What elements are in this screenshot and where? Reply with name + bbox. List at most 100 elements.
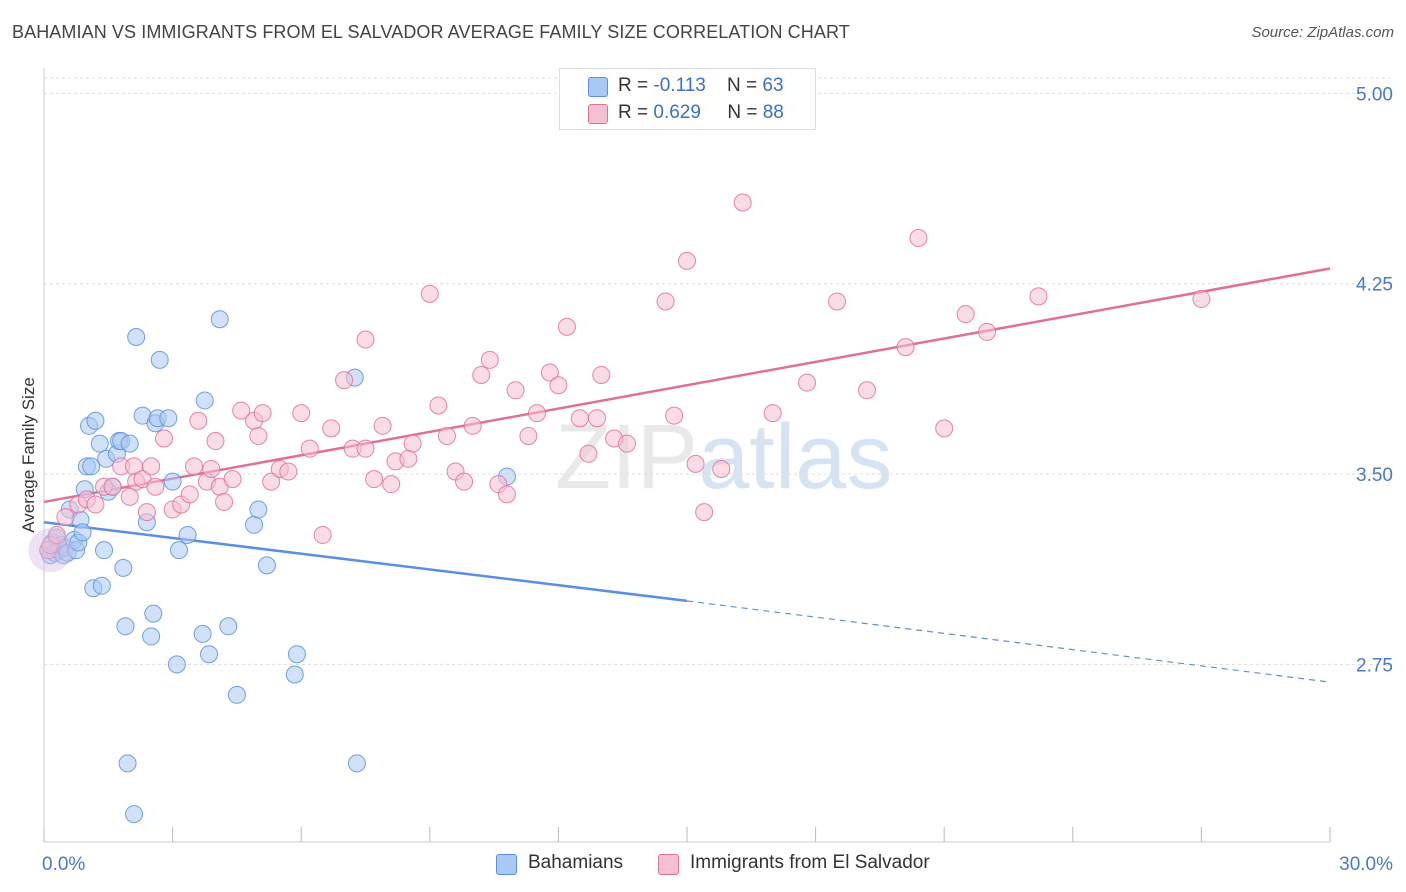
data-point [285, 665, 304, 684]
data-point [114, 558, 133, 577]
data-point [798, 373, 817, 392]
data-point [373, 416, 392, 435]
data-point [617, 434, 636, 453]
data-point [219, 617, 238, 636]
series-swatch-blue [496, 854, 517, 875]
data-point [828, 292, 847, 311]
data-point [1029, 287, 1048, 306]
data-point [195, 391, 214, 410]
data-point [170, 541, 189, 560]
trend-line-bahamians [43, 521, 688, 603]
data-point [399, 449, 418, 468]
data-point [56, 508, 75, 527]
data-point [365, 470, 384, 489]
data-point [116, 617, 135, 636]
data-point [463, 416, 482, 435]
legend-swatch-blue [588, 77, 608, 97]
y-tick-label: 4.25 [1356, 275, 1393, 296]
y-axis-label: Average Family Size [19, 377, 38, 533]
data-point [356, 439, 375, 458]
data-point [665, 406, 684, 425]
axis-labels: 5.00 4.25 3.50 2.75 0.0% 30.0% Average Family … [19, 84, 1393, 875]
data-point [150, 350, 169, 369]
data-point [978, 322, 997, 341]
data-point [763, 404, 782, 423]
data-point [223, 470, 242, 489]
data-point [249, 500, 268, 519]
data-point [90, 434, 109, 453]
data-point [125, 805, 144, 824]
data-point [356, 330, 375, 349]
data-point [137, 503, 156, 522]
legend-r-label: R = [618, 75, 649, 96]
data-point [1192, 289, 1211, 308]
data-point [695, 503, 714, 522]
data-point [202, 459, 221, 478]
data-point [167, 655, 186, 674]
data-point [215, 492, 234, 511]
data-point [579, 444, 598, 463]
data-point [146, 477, 165, 496]
data-point [249, 426, 268, 445]
legend-r-value: 0.629 [653, 102, 701, 123]
data-point [592, 366, 611, 385]
y-tick-label: 2.75 [1356, 655, 1393, 676]
data-point [540, 363, 559, 382]
legend-swatch-pink [588, 104, 608, 124]
data-point [193, 624, 212, 643]
data-point [92, 576, 111, 595]
data-point [180, 485, 199, 504]
data-point [103, 477, 122, 496]
data-point [549, 376, 568, 395]
data-point [210, 310, 229, 329]
data-point [519, 426, 538, 445]
data-point [47, 525, 66, 544]
data-point [142, 457, 161, 476]
watermark-atlas: atlas [698, 406, 893, 508]
data-point [313, 525, 332, 544]
data-point [95, 541, 114, 560]
data-point [429, 396, 448, 415]
x-tick-label: 30.0% [1339, 854, 1393, 875]
legend-r-value: -0.113 [653, 75, 706, 96]
data-point [163, 472, 182, 491]
data-point [335, 371, 354, 390]
series-swatch-pink [658, 854, 679, 875]
data-point [480, 350, 499, 369]
data-point [144, 604, 163, 623]
data-point [909, 229, 928, 248]
chart-title: BAHAMIAN VS IMMIGRANTS FROM EL SALVADOR … [12, 22, 850, 42]
x-tick-label: 0.0% [42, 854, 85, 875]
series-el-salvador [39, 193, 1211, 560]
data-point [420, 284, 439, 303]
data-point [587, 409, 606, 428]
legend-n-value: 88 [762, 102, 784, 123]
cluster-blob [28, 528, 73, 573]
data-point [178, 525, 197, 544]
data-point [292, 404, 311, 423]
legend-n-label: N = [727, 102, 758, 123]
data-point [347, 754, 366, 773]
data-point [279, 462, 298, 481]
legend-r-label: R = [618, 102, 649, 123]
data-point [527, 404, 546, 423]
data-point [403, 434, 422, 453]
data-point [733, 193, 752, 212]
data-point [382, 475, 401, 494]
data-point [287, 645, 306, 664]
data-point [155, 429, 174, 448]
y-tick-label: 3.50 [1356, 465, 1393, 486]
data-point [189, 411, 208, 430]
data-point [120, 434, 139, 453]
series-bahamians [39, 310, 516, 824]
data-point [858, 381, 877, 400]
data-point [686, 454, 705, 473]
data-point [472, 366, 491, 385]
data-point [437, 426, 456, 445]
data-point [570, 409, 589, 428]
series-label: Bahamians [528, 852, 624, 873]
legend-n-value: 63 [762, 75, 784, 96]
data-point [497, 485, 516, 504]
data-point [86, 495, 105, 514]
